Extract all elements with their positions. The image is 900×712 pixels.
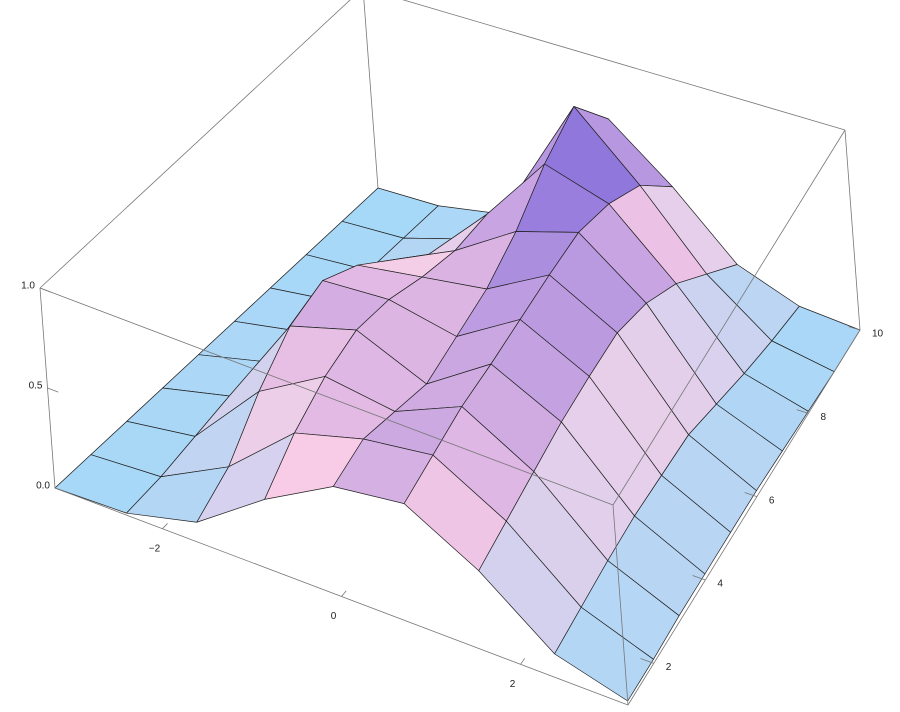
box-edge [402, 0, 846, 131]
y-tick-label: 8 [820, 412, 826, 423]
z-tick [54, 487, 66, 493]
y-tick [848, 326, 861, 331]
x-tick [520, 658, 526, 665]
y-tick [796, 409, 809, 414]
box-edge [612, 129, 846, 506]
y-tick-label: 10 [872, 329, 884, 340]
y-tick-label: 4 [717, 579, 723, 590]
z-tick-label: 1.0 [21, 281, 35, 292]
box-edge [39, 0, 351, 289]
y-tick-label: 2 [666, 662, 672, 673]
z-tick [47, 387, 59, 393]
box-edge [612, 504, 629, 706]
box-edge [39, 287, 614, 506]
z-tick-label: 0.0 [36, 481, 50, 492]
y-tick [640, 658, 654, 664]
x-tick-label: 2 [510, 679, 516, 690]
x-tick [341, 590, 347, 597]
surface-patch [554, 606, 654, 702]
box-edge [844, 129, 861, 331]
box-edge [363, 0, 379, 189]
y-tick [744, 492, 758, 498]
y-tick-label: 6 [769, 495, 775, 506]
x-tick-label: −2 [149, 543, 161, 554]
z-tick-label: 0.5 [29, 381, 43, 392]
x-tick-label: 0 [331, 611, 337, 622]
x-tick [162, 523, 168, 529]
y-tick [692, 575, 706, 581]
z-tick [39, 287, 51, 293]
box-edge [627, 329, 861, 706]
